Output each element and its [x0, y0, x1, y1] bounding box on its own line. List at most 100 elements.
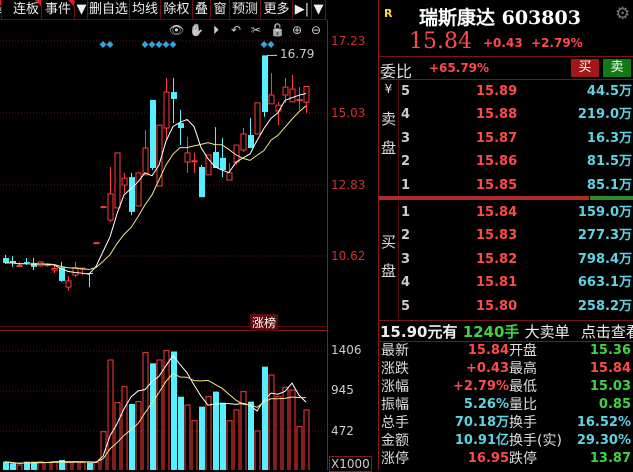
- volume-bar: [44, 462, 51, 470]
- toolbar-tab[interactable]: 更多: [261, 0, 293, 20]
- gear-icon[interactable]: ⚙: [615, 4, 631, 24]
- volume-bar: [16, 464, 23, 470]
- candle-body: [178, 123, 184, 129]
- stat-value: 0.85: [598, 397, 631, 412]
- stat-value: 70.18万: [454, 415, 509, 430]
- stat-row: 最新 15.84 开盘 15.36: [381, 342, 633, 360]
- stat-value: 13.87: [589, 451, 631, 466]
- toolbar-tab[interactable]: ▼: [76, 0, 88, 20]
- big-order-type: 大卖单: [524, 323, 570, 341]
- stat-label: 开盘: [509, 343, 537, 359]
- zoom-in-icon[interactable]: ⊕: [291, 23, 303, 37]
- volume-bar: [93, 462, 100, 470]
- candle-body: [16, 265, 23, 268]
- toolbar-tab[interactable]: ▶|: [293, 0, 312, 20]
- level-price: 15.82: [476, 251, 518, 267]
- level-volume: 798.4万: [577, 251, 632, 267]
- hand-icon[interactable]: ✋: [189, 23, 204, 37]
- stat-value: +0.43: [466, 361, 509, 376]
- big-order-lots: 1240手: [462, 323, 520, 341]
- big-order-link[interactable]: 点击查看: [580, 323, 633, 341]
- volume-bar: [254, 430, 261, 470]
- candle-body: [156, 124, 163, 187]
- kline-chart[interactable]: [0, 0, 378, 470]
- level-volume: 663.1万: [577, 275, 632, 291]
- level-volume: 219.0万: [577, 107, 632, 123]
- volume-bar: [296, 426, 303, 470]
- ma10-line: [5, 105, 307, 271]
- stat-label: 最高: [509, 361, 537, 377]
- volume-bar: [191, 420, 198, 470]
- level-volume: 159.0万: [577, 205, 632, 220]
- candle-body: [240, 133, 247, 151]
- toolbar-tab[interactable]: 窗: [211, 0, 230, 20]
- candle-body: [31, 262, 37, 267]
- volume-bar: [199, 406, 205, 470]
- toolbar-tab[interactable]: 均线: [130, 0, 161, 20]
- toolbar-tab[interactable]: 叠: [193, 0, 211, 20]
- level: 4: [401, 275, 411, 291]
- level-volume: 258.2万: [577, 298, 632, 314]
- toolbar-tab[interactable]: 预测: [230, 0, 261, 20]
- stat-row: 涨跌 +0.43 最高 15.84: [381, 360, 633, 378]
- stock-title: 瑞斯康达 603803: [419, 7, 581, 29]
- stat-value: 15.84: [467, 343, 509, 358]
- eye-icon[interactable]: 👁: [169, 23, 185, 37]
- volume-bar: [142, 352, 149, 470]
- volume-bar: [135, 401, 142, 470]
- candle-body: [93, 242, 100, 245]
- candle-body: [65, 280, 72, 288]
- level-volume: 277.3万: [577, 228, 632, 244]
- candle-body: [107, 193, 114, 221]
- weibi-bar-sell: [590, 196, 633, 200]
- order-book-row: 3 15.82 798.4万: [401, 248, 633, 271]
- volume-bar: [213, 391, 219, 470]
- volume-bar: [289, 389, 296, 470]
- volume-bar: [150, 363, 156, 470]
- candle-body: [254, 102, 261, 135]
- weibi-bar-buy: [379, 196, 589, 200]
- zoom-out-icon[interactable]: ⊖: [310, 23, 322, 37]
- stat-label: 涨停: [381, 451, 409, 467]
- order-book-row: 1 15.85 85.1万: [401, 174, 633, 197]
- play-icon[interactable]: ⏵: [212, 23, 219, 37]
- buy-side-label: 买 盘: [379, 201, 399, 319]
- rank-badge[interactable]: 涨榜: [250, 314, 279, 331]
- big-order-row[interactable]: 15.90元有 1240手 大卖单 点击查看: [380, 321, 633, 342]
- level-price: 15.83: [476, 228, 518, 244]
- stat-value: 15.03: [589, 379, 631, 394]
- signal-marker: [141, 41, 149, 48]
- stat-label: 最低: [509, 379, 537, 395]
- stat-label: 跌停: [509, 451, 537, 467]
- volume-bar: [3, 461, 9, 470]
- level-price: 15.86: [476, 154, 518, 170]
- stat-label: 换手: [509, 415, 537, 431]
- toolbar-tab[interactable]: 删自选: [88, 0, 130, 20]
- level: 2: [401, 154, 411, 170]
- volume-bar: [205, 396, 212, 470]
- price-tick: 17.23: [331, 34, 366, 48]
- scissors-icon[interactable]: ✂: [250, 23, 262, 37]
- lock-icon[interactable]: 🔓: [270, 23, 285, 37]
- sell-button[interactable]: 卖: [603, 59, 631, 77]
- volume-bar: [129, 404, 135, 470]
- candle-body: [184, 152, 191, 163]
- toolbar-tab[interactable]: ▼: [312, 0, 326, 20]
- stat-row: 涨停 16.95 跌停 13.87: [381, 450, 633, 468]
- level-price: 15.88: [476, 107, 518, 123]
- volume-bar: [268, 374, 275, 470]
- candle-body: [129, 177, 135, 212]
- toolbar-tab[interactable]: 连板: [11, 0, 42, 20]
- stat-value: 29.30%: [576, 433, 631, 448]
- stat-label: 最新: [381, 343, 409, 359]
- candle-body: [121, 177, 128, 186]
- order-book-row: 5 15.89 44.5万: [401, 80, 633, 103]
- toolbar-tab[interactable]: 去: [0, 0, 2, 20]
- candle-body: [3, 257, 9, 263]
- buy-button[interactable]: 买: [571, 59, 599, 77]
- toolbar-tab[interactable]: 事件: [42, 0, 75, 20]
- candle-body: [296, 99, 303, 102]
- toolbar-tab[interactable]: 除权: [161, 0, 193, 20]
- undo-icon[interactable]: ↶: [230, 23, 242, 37]
